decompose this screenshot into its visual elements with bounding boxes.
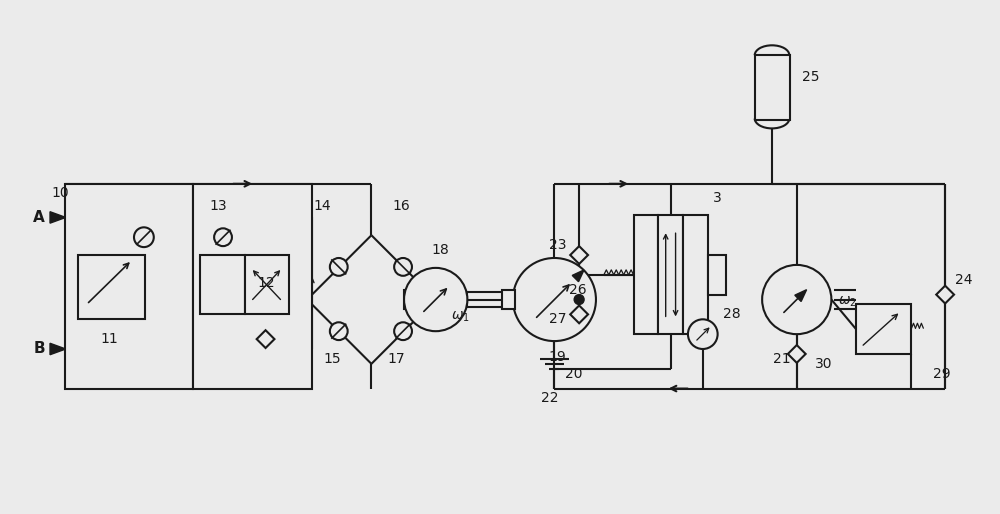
Text: 25: 25 [802,70,819,84]
Text: 28: 28 [723,307,740,321]
Polygon shape [788,345,806,363]
Text: B: B [33,341,45,357]
Polygon shape [570,246,588,264]
Circle shape [394,322,412,340]
Text: 11: 11 [100,332,118,346]
Polygon shape [936,286,954,303]
Bar [404,290,415,309]
Text: 10: 10 [51,186,69,200]
Circle shape [762,265,831,334]
Text: 18: 18 [432,243,450,257]
Text: 27: 27 [549,313,566,326]
Circle shape [404,268,467,331]
Polygon shape [795,290,807,302]
Text: 14: 14 [313,198,331,213]
Text: 22: 22 [541,392,558,406]
Text: 24: 24 [955,273,973,287]
Bar [415,292,423,306]
Polygon shape [570,305,588,323]
Text: 29: 29 [933,366,951,381]
Bar [856,304,911,354]
Bar [683,215,708,334]
Text: A: A [33,210,45,225]
Text: 16: 16 [392,198,410,213]
Text: 20: 20 [565,366,583,381]
Text: $\omega_1$: $\omega_1$ [451,309,469,324]
Bar [755,55,790,119]
Text: 15: 15 [323,352,341,366]
Text: 23: 23 [549,238,566,252]
Bar [65,184,193,389]
Text: $\omega_2$: $\omega_2$ [838,295,857,309]
Polygon shape [50,212,66,223]
Text: 3: 3 [713,191,721,205]
Circle shape [513,258,596,341]
Circle shape [214,228,232,246]
Bar [634,215,658,334]
Bar [193,184,312,389]
Circle shape [574,295,584,304]
Circle shape [688,319,718,349]
Text: 30: 30 [815,357,832,371]
Text: 21: 21 [773,352,791,366]
Polygon shape [50,343,66,355]
Polygon shape [572,270,584,282]
Text: 19: 19 [548,350,566,364]
Text: 13: 13 [209,198,227,213]
Text: 12: 12 [258,276,275,290]
Circle shape [330,322,348,340]
Bar [245,255,289,315]
Text: 17: 17 [387,352,405,366]
Circle shape [134,227,154,247]
Circle shape [394,258,412,276]
Circle shape [330,258,348,276]
Bar [78,255,145,319]
Bar [708,255,726,295]
Bar [658,215,683,334]
Bar [200,255,245,315]
Text: 26: 26 [569,283,587,297]
Bar [502,290,515,309]
Polygon shape [257,330,274,348]
